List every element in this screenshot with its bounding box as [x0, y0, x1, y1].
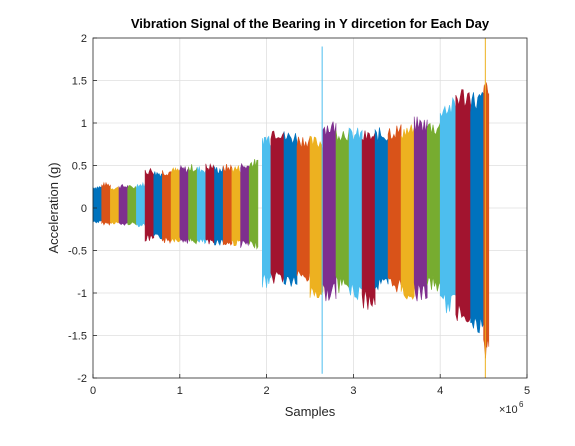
axis-ticks: 0 1 2 3 4 5 -2 -1.5 -1 -0.5 0 0.5 1 1.5 2: [68, 33, 530, 397]
x-tick-label: 2: [264, 385, 270, 397]
signal-segment-32: [413, 116, 428, 302]
signal-segment-13: [196, 166, 207, 245]
x-tick-label: 0: [90, 385, 96, 397]
signal-segment-2: [101, 181, 111, 226]
x-tick-label: 3: [350, 385, 356, 397]
y-tick-label: -2: [77, 373, 87, 385]
y-tick-label: 0.5: [72, 161, 87, 173]
signal-segment-25: [322, 121, 337, 302]
x-tick-label: 4: [437, 385, 443, 397]
signal-series: [92, 38, 490, 378]
signal-segment-23: [296, 136, 311, 282]
signal-segment-12: [188, 164, 198, 245]
signal-segment-8: [153, 171, 163, 241]
signal-segment-11: [179, 164, 189, 244]
signal-segment-33: [426, 122, 441, 292]
signal-segment-31: [400, 124, 415, 300]
signal-segment-14: [205, 163, 215, 245]
signal-segment-20: [262, 135, 272, 288]
y-tick-label: 1.5: [72, 76, 87, 88]
signal-segment-34: [439, 97, 457, 314]
y-tick-label: 2: [81, 33, 87, 45]
signal-segment-24: [309, 135, 324, 299]
y-tick-label: -1: [77, 288, 87, 300]
signal-segment-35: [455, 89, 471, 323]
y-tick-label: -0.5: [68, 246, 87, 258]
x-axis-label: Samples: [285, 404, 336, 419]
signal-segment-27: [348, 127, 363, 301]
signal-segment-30: [387, 124, 402, 293]
signal-segment-1: [92, 186, 102, 224]
chart-title: Vibration Signal of the Bearing in Y dir…: [131, 16, 490, 31]
signal-segment-26: [335, 129, 350, 294]
x-tick-label: 1: [177, 385, 183, 397]
y-tick-label: 0: [81, 203, 87, 215]
y-tick-label: -1.5: [68, 331, 87, 343]
y-axis-label: Acceleration (g): [46, 162, 61, 253]
x-exponent-base: ×10: [499, 404, 518, 416]
signal-segment-18: [240, 162, 250, 248]
signal-segment-37: [483, 82, 490, 359]
signal-segment-3: [110, 186, 120, 225]
signal-segment-19: [248, 159, 259, 250]
signal-segment-36: [470, 91, 484, 334]
signal-segment-5: [127, 185, 137, 226]
signal-segment-6: [136, 181, 146, 228]
signal-segment-15: [214, 166, 224, 246]
signal-segment-17: [231, 165, 241, 246]
y-tick-label: 1: [81, 118, 87, 130]
signal-segment-4: [118, 183, 128, 226]
signal-segment-9: [162, 170, 172, 245]
signal-segment-22: [283, 131, 298, 287]
x-tick-label: 5: [524, 385, 530, 397]
x-exponent-power: 6: [519, 400, 524, 409]
signal-segment-28: [361, 130, 376, 310]
signal-segment-7: [144, 167, 155, 242]
signal-segment-29: [374, 127, 389, 291]
signal-segment-16: [222, 164, 233, 246]
signal-segment-10: [170, 167, 181, 243]
signal-segment-21: [270, 130, 285, 284]
